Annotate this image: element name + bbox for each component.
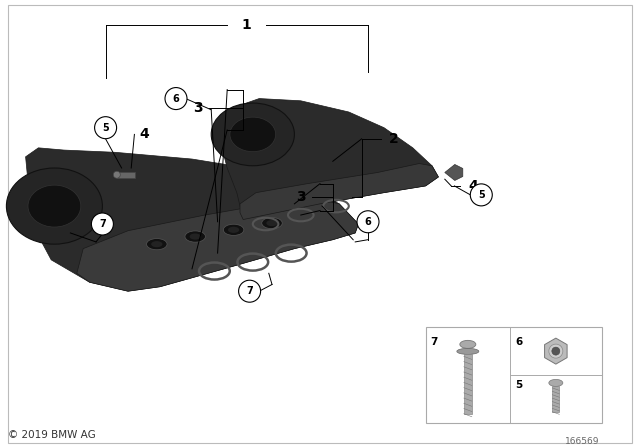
Circle shape: [552, 347, 560, 355]
Bar: [552, 386, 559, 412]
Polygon shape: [117, 172, 135, 178]
Ellipse shape: [147, 238, 167, 250]
Text: 7: 7: [246, 286, 253, 296]
Circle shape: [470, 184, 492, 206]
Text: 5: 5: [102, 123, 109, 133]
Circle shape: [549, 344, 563, 358]
Text: 2: 2: [388, 132, 399, 146]
Text: 6: 6: [173, 94, 179, 103]
Circle shape: [95, 116, 116, 139]
Text: 3: 3: [296, 190, 306, 204]
Ellipse shape: [151, 241, 163, 247]
Ellipse shape: [460, 340, 476, 349]
Ellipse shape: [262, 217, 282, 228]
Ellipse shape: [457, 349, 479, 354]
Text: 7: 7: [99, 219, 106, 229]
Text: © 2019 BMW AG: © 2019 BMW AG: [8, 430, 96, 440]
Ellipse shape: [211, 103, 294, 166]
Ellipse shape: [230, 117, 276, 151]
Circle shape: [165, 87, 187, 110]
Text: 4: 4: [139, 127, 149, 142]
Ellipse shape: [6, 168, 102, 244]
Polygon shape: [221, 99, 438, 220]
Ellipse shape: [185, 231, 205, 242]
Text: 6: 6: [365, 217, 371, 227]
Ellipse shape: [113, 171, 120, 178]
Polygon shape: [26, 148, 358, 291]
Ellipse shape: [549, 379, 563, 387]
Ellipse shape: [223, 224, 244, 235]
Circle shape: [92, 213, 113, 235]
Ellipse shape: [228, 227, 239, 233]
Bar: [426, 327, 602, 423]
Text: 166569: 166569: [565, 437, 600, 446]
Text: 5: 5: [515, 380, 522, 390]
Ellipse shape: [266, 220, 278, 226]
Text: 5: 5: [478, 190, 484, 200]
Text: 1: 1: [241, 17, 252, 32]
Text: 3: 3: [193, 100, 204, 115]
Circle shape: [239, 280, 260, 302]
Polygon shape: [445, 164, 463, 181]
Circle shape: [357, 211, 379, 233]
Polygon shape: [77, 199, 358, 291]
Ellipse shape: [28, 185, 81, 227]
Polygon shape: [240, 164, 438, 220]
Bar: [464, 354, 472, 414]
Text: 7: 7: [431, 337, 438, 347]
Text: 6: 6: [515, 337, 522, 347]
Ellipse shape: [189, 233, 201, 240]
Text: 4: 4: [468, 179, 479, 193]
